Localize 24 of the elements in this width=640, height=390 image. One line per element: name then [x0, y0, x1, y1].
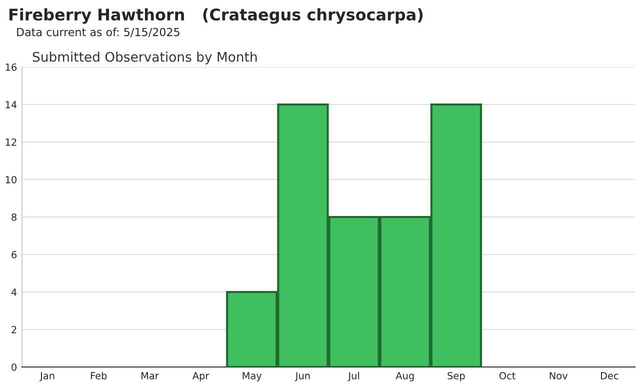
x-tick-label: May — [242, 372, 262, 382]
chart-title: Fireberry Hawthorn (Crataegus chrysocarpa) — [9, 8, 423, 24]
x-tick-label: Oct — [499, 372, 516, 380]
y-tick-label: 8 — [12, 213, 16, 221]
x-tick-label: Dec — [601, 372, 618, 380]
y-tick-label: 6 — [12, 250, 17, 258]
y-tick-label: 16 — [6, 63, 17, 71]
x-tick-label: Feb — [90, 372, 107, 380]
x-tick-label: Jul — [348, 372, 359, 382]
x-tick-label: Aug — [396, 372, 414, 382]
y-tick-label: 14 — [6, 101, 17, 108]
y-tick-label: 12 — [6, 138, 16, 146]
chart-subtitle: Data current as of: 5/15/2025 — [17, 28, 180, 38]
x-tick-label: Mar — [141, 372, 159, 380]
y-tick-label: 10 — [6, 176, 16, 184]
x-tick-label: Jun — [294, 372, 310, 382]
y-tick-label: 2 — [12, 326, 16, 334]
x-tick-label: Nov — [550, 372, 568, 380]
y-tick-label: 4 — [11, 288, 17, 296]
x-tick-label: Sep — [448, 372, 465, 382]
x-tick-label: Apr — [192, 372, 210, 382]
text: Submitted Observations by Month — [32, 52, 257, 64]
y-tick-label: 0 — [12, 363, 16, 371]
x-tick-label: Jan — [40, 372, 54, 382]
